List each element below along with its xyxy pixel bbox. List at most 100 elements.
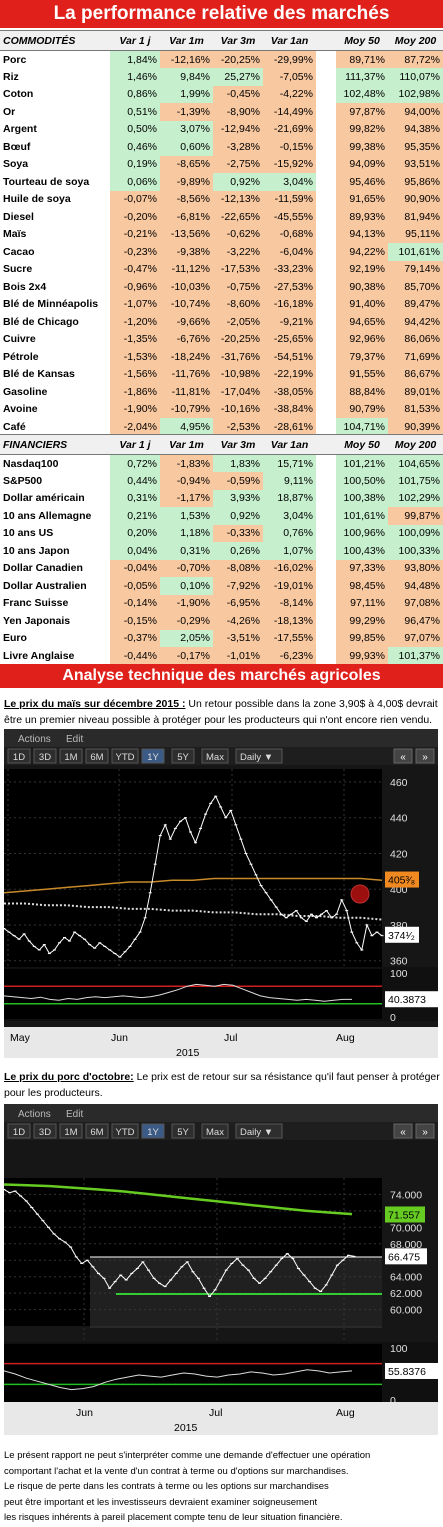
menu-edit[interactable]: Edit bbox=[66, 1109, 83, 1120]
scroll-back-button[interactable] bbox=[393, 1123, 413, 1139]
rsi-value-badge bbox=[385, 991, 439, 1008]
value-cell: -4,26% bbox=[213, 612, 263, 630]
value-cell: 97,33% bbox=[336, 559, 388, 577]
disclaimer-line: les risques inhérents à pareil placement… bbox=[4, 1512, 343, 1523]
interval-select[interactable] bbox=[235, 748, 283, 764]
month-label: Jun bbox=[76, 1407, 93, 1419]
spacer-cell bbox=[316, 647, 336, 665]
fin-header-cell: Var 1an bbox=[263, 434, 316, 455]
value-cell: -0,14% bbox=[110, 594, 160, 612]
com-header-cell: Var 1an bbox=[263, 30, 316, 51]
price-tick-label: 62.000 bbox=[390, 1288, 422, 1300]
period-button-3d[interactable] bbox=[33, 748, 57, 764]
fin-row: Dollar Australien -0,05% 0,10% -7,92% -19,01… bbox=[0, 577, 443, 595]
spacer-cell bbox=[316, 454, 336, 472]
value-cell: 95,11% bbox=[388, 225, 443, 243]
menu-actions[interactable]: Actions bbox=[18, 1109, 51, 1120]
value-cell: 100,38% bbox=[336, 489, 388, 507]
value-cell: 3,04% bbox=[263, 173, 316, 191]
value-cell: -17,53% bbox=[213, 260, 263, 278]
spacer-cell bbox=[316, 313, 336, 331]
price-tick-label: 70.000 bbox=[390, 1222, 422, 1234]
value-cell: -0,17% bbox=[160, 647, 213, 665]
value-cell: -22,65% bbox=[213, 208, 263, 226]
value-cell: -1,56% bbox=[110, 365, 160, 383]
spacer-cell bbox=[316, 173, 336, 191]
spacer-cell bbox=[316, 190, 336, 208]
value-cell: 100,43% bbox=[336, 542, 388, 560]
com-header-cell: Moy 50 bbox=[336, 30, 388, 51]
com-header-cell: Moy 200 bbox=[388, 30, 443, 51]
scroll-forward-button[interactable] bbox=[415, 1123, 435, 1139]
period-button-1y[interactable] bbox=[141, 1123, 165, 1139]
period-button-1y[interactable] bbox=[141, 748, 165, 764]
value-cell: -10,98% bbox=[213, 365, 263, 383]
period-label: YTD bbox=[116, 1127, 135, 1138]
spacer-cell bbox=[316, 260, 336, 278]
scroll-forward-icon: » bbox=[422, 1127, 428, 1138]
menu-actions[interactable]: Actions bbox=[18, 734, 51, 745]
value-cell: -0,23% bbox=[110, 243, 160, 261]
period-button-1m[interactable] bbox=[59, 1123, 83, 1139]
scroll-forward-button[interactable] bbox=[415, 748, 435, 764]
rsi-tick-label: 100 bbox=[390, 968, 408, 980]
value-cell: 25,27% bbox=[213, 68, 263, 86]
menu-edit[interactable]: Edit bbox=[66, 734, 83, 745]
interval-select[interactable] bbox=[235, 1123, 283, 1139]
com-row: Blé de Minnéapolis -1,07% -10,74% -8,60% -16… bbox=[0, 295, 443, 313]
value-cell: 89,01% bbox=[388, 383, 443, 401]
value-cell: 0,60% bbox=[160, 138, 213, 156]
ma-value-badge bbox=[385, 871, 419, 888]
fin-header-cell: Var 1m bbox=[160, 434, 213, 455]
rsi-line bbox=[3, 1369, 353, 1391]
period-button-6m[interactable] bbox=[85, 1123, 109, 1139]
value-cell: -28,61% bbox=[263, 418, 316, 436]
period-button-1m[interactable] bbox=[59, 748, 83, 764]
price-tick-label: 60.000 bbox=[390, 1305, 422, 1317]
period-button-max[interactable] bbox=[201, 1123, 229, 1139]
period-button-1d[interactable] bbox=[7, 748, 31, 764]
row-name: S&P500 bbox=[0, 472, 110, 490]
fin-row: Livre Anglaise -0,44% -0,17% -1,01% -6,23% 99… bbox=[0, 647, 443, 665]
value-cell: 89,93% bbox=[336, 208, 388, 226]
value-cell: 71,69% bbox=[388, 348, 443, 366]
price-line bbox=[3, 795, 383, 958]
rsi-plot bbox=[4, 1344, 382, 1402]
period-button-5y[interactable] bbox=[171, 748, 195, 764]
value-cell: 104,71% bbox=[336, 418, 388, 436]
period-button-ytd[interactable] bbox=[111, 1123, 139, 1139]
value-cell: 4,95% bbox=[160, 418, 213, 436]
value-cell: -17,04% bbox=[213, 383, 263, 401]
row-name: Or bbox=[0, 103, 110, 121]
com-row: Argent 0,50% 3,07% -12,94% -21,69% 99,82% 94,3… bbox=[0, 120, 443, 138]
hog-commentary-text: Le prix est de retour sur sa résistance … bbox=[4, 1071, 440, 1099]
row-name: Livre Anglaise bbox=[0, 647, 110, 665]
period-button-5y[interactable] bbox=[171, 1123, 195, 1139]
value-cell: 102,98% bbox=[388, 85, 443, 103]
value-cell: 3,04% bbox=[263, 507, 316, 525]
period-button-ytd[interactable] bbox=[111, 748, 139, 764]
period-button-max[interactable] bbox=[201, 748, 229, 764]
value-cell: 0,86% bbox=[110, 85, 160, 103]
value-cell: 94,09% bbox=[336, 155, 388, 173]
value-cell: 86,06% bbox=[388, 330, 443, 348]
value-cell: -16,02% bbox=[263, 559, 316, 577]
scroll-back-button[interactable] bbox=[393, 748, 413, 764]
price-tick-label: 74.000 bbox=[390, 1189, 422, 1201]
value-cell: -2,53% bbox=[213, 418, 263, 436]
spacer-cell bbox=[316, 472, 336, 490]
value-cell: -0,07% bbox=[110, 190, 160, 208]
row-name: Cacao bbox=[0, 243, 110, 261]
row-name: 10 ans Allemagne bbox=[0, 507, 110, 525]
spacer-cell bbox=[316, 418, 336, 436]
value-cell: -11,76% bbox=[160, 365, 213, 383]
period-label: 6M bbox=[90, 1127, 103, 1138]
commodities-table: COMMODITÉS Var 1 j Var 1m Var 3m Var 1an Moy … bbox=[0, 30, 443, 453]
month-label: May bbox=[10, 1032, 31, 1044]
period-button-1d[interactable] bbox=[7, 1123, 31, 1139]
value-cell: 2,05% bbox=[160, 629, 213, 647]
period-button-6m[interactable] bbox=[85, 748, 109, 764]
value-cell: -17,55% bbox=[263, 629, 316, 647]
period-button-3d[interactable] bbox=[33, 1123, 57, 1139]
value-cell: 85,70% bbox=[388, 278, 443, 296]
